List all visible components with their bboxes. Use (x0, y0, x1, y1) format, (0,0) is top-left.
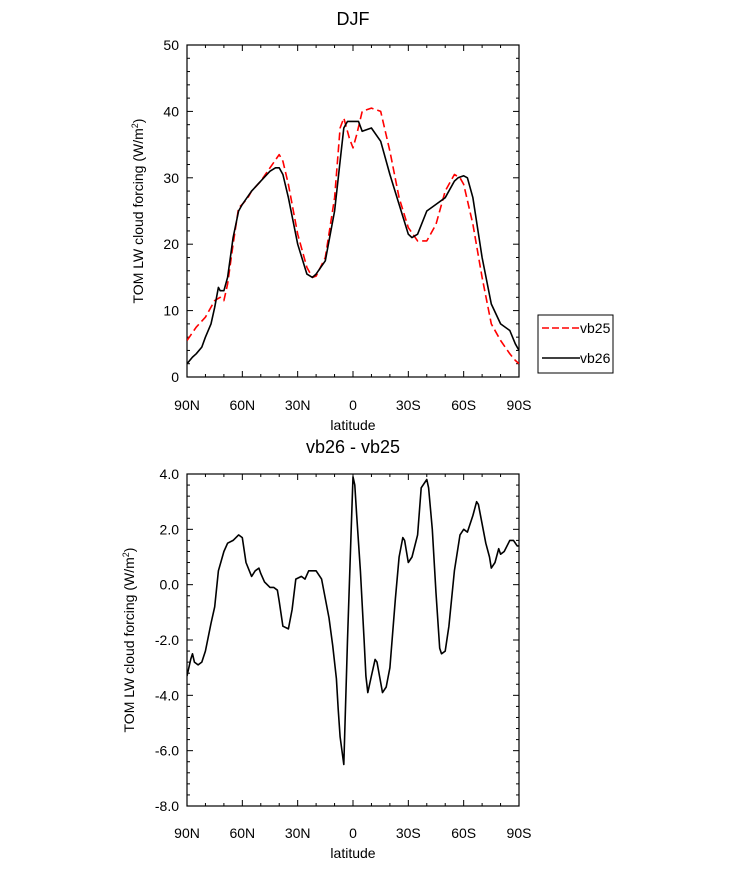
y-tick-label: 30 (163, 170, 179, 186)
x-tick-label: 0 (349, 825, 357, 841)
y-tick-label: -2.0 (155, 632, 179, 648)
legend-box (537, 314, 614, 374)
x-tick-label: 90S (507, 397, 532, 413)
y-axis-label-superscript: 2 (130, 123, 140, 128)
y-axis-label: TOM LW cloud forcing (W/m2) (121, 548, 137, 733)
series-line-series-0 (187, 475, 519, 766)
y-tick-label: 20 (163, 236, 179, 252)
chart-title: vb26 - vb25 (306, 437, 400, 457)
x-tick-label: 30N (285, 825, 311, 841)
y-tick-label: 10 (163, 303, 179, 319)
x-tick-label: 0 (349, 397, 357, 413)
legend-label-vb26: vb26 (580, 350, 611, 366)
x-tick-label: 60S (451, 825, 476, 841)
y-tick-label: 0 (171, 369, 179, 385)
series-line-vb26 (187, 120, 519, 365)
x-axis-label: latitude (330, 417, 375, 433)
y-tick-label: -8.0 (155, 798, 179, 814)
y-axis-label-close: ) (130, 119, 146, 124)
x-tick-label: 60S (451, 397, 476, 413)
x-tick-label: 60N (229, 397, 255, 413)
y-tick-label: 2.0 (160, 521, 180, 537)
y-tick-label: -4.0 (155, 687, 179, 703)
series-line-vb25 (187, 107, 519, 365)
legend-label-vb25: vb25 (580, 320, 611, 336)
chart-difference: vb26 - vb25 90N 60N 30N 0 30S 60S 90S 4.0 2.0 0.0 -… (121, 437, 531, 861)
x-tick-label: 90N (174, 397, 200, 413)
x-tick-label: 30S (396, 397, 421, 413)
y-axis-label-close: ) (121, 548, 137, 553)
x-tick-label: 30S (396, 825, 421, 841)
y-tick-label: 50 (163, 37, 179, 53)
y-axis-label: TOM LW cloud forcing (W/m2) (130, 119, 146, 304)
y-axis-label-superscript: 2 (121, 552, 131, 557)
y-tick-label: 0.0 (160, 577, 180, 593)
y-tick-label: 4.0 (160, 466, 180, 482)
plot-frame (186, 473, 520, 807)
y-tick-label: 40 (163, 103, 179, 119)
x-tick-label: 90S (507, 825, 532, 841)
chart-title: DJF (337, 9, 370, 29)
plot-frame (186, 44, 520, 378)
y-axis-label-main: TOM LW cloud forcing (W/m (121, 557, 137, 732)
x-axis-label: latitude (330, 845, 375, 861)
chart-djf: DJF 90N 60N 30N 0 30S 60S 90S 0 10 20 30 40 50 latitud… (130, 9, 531, 433)
x-tick-label: 90N (174, 825, 200, 841)
x-tick-label: 30N (285, 397, 311, 413)
x-tick-label: 60N (229, 825, 255, 841)
y-axis-label-main: TOM LW cloud forcing (W/m (130, 128, 146, 303)
legend: vb25 vb26 (537, 314, 614, 374)
y-tick-label: -6.0 (155, 743, 179, 759)
